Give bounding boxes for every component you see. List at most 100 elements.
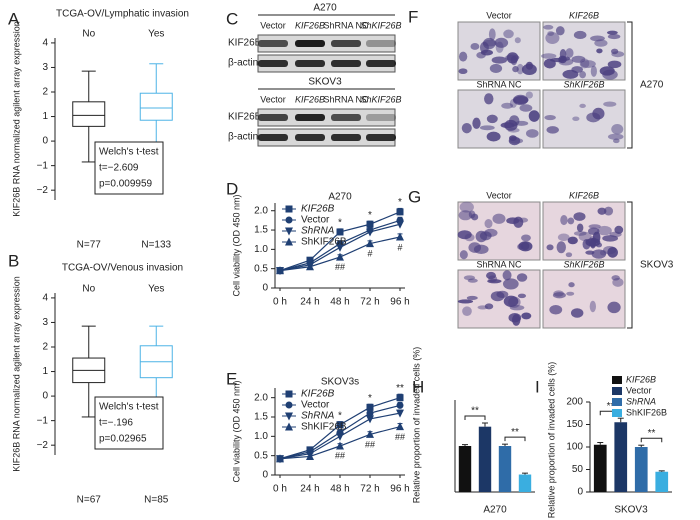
cell [570,308,584,318]
y-tick-label: 1 [42,111,48,122]
cell [571,55,586,63]
cell [482,37,496,50]
bar [634,447,648,492]
legend-swatch [612,387,622,395]
cell [562,69,579,79]
row-label: KIF26B [228,38,262,49]
y-axis-label: Cell viability (OD 450 nm) [231,194,241,296]
y-axis-label: Relative proportion of invaded cells (%) [411,347,421,504]
marker [366,429,374,438]
cell [508,136,521,146]
cell [486,114,498,124]
bar [593,444,607,492]
cell [568,282,575,288]
legend-label: ShKIF26B [301,422,347,433]
bar [458,446,472,492]
y-tick-label: −2 [37,440,49,451]
cell [521,241,530,251]
cell [512,66,519,73]
annotation-box [94,141,164,195]
n-label: N=85 [144,495,169,506]
lane-label: KIF26B [295,94,325,104]
box [139,92,173,121]
marker [396,401,404,409]
x-tick-label: 24 h [300,484,319,495]
cell [607,247,618,258]
marker [336,421,344,429]
marker [396,409,404,418]
significance-label: ** [607,401,615,412]
cell [506,52,519,64]
y-tick-label: 3 [42,317,48,328]
micrograph [542,89,626,149]
cell [466,295,478,301]
chart-title: SKOV3s [321,377,359,388]
significance-bracket [464,415,486,420]
lane-label: Vector [260,94,286,104]
cell [525,129,539,138]
cell [579,103,586,109]
legend-label: ShKIF26B [626,407,667,417]
y-tick-label: 200 [566,397,583,408]
panel-label: H [412,377,424,396]
y-axis-label: Relative proportion of invaded cells (%) [546,362,556,519]
cell [484,93,494,105]
band [295,134,325,141]
cell [462,306,472,316]
y-tick-label: 1.0 [254,244,268,255]
panel-label: D [226,179,238,198]
cell [599,250,607,256]
marker [336,252,344,261]
marker [276,454,284,463]
significance-above: * [338,218,342,229]
cell [491,56,508,64]
cell [603,101,617,107]
cell [614,225,624,234]
cell [461,122,472,134]
annotation-text: p=0.02965 [99,434,147,445]
cell [502,270,512,281]
band [366,114,396,121]
n-label: N=67 [77,495,102,506]
y-tick-label: −1 [37,415,49,426]
cell [607,133,624,140]
condition-label: ShRNA NC [476,79,522,89]
y-tick-label: 4 [42,293,48,304]
cell [544,114,556,121]
legend-label: KIF26B [301,389,335,400]
condition-label: Vector [486,190,512,200]
lane-label: Vector [260,20,286,30]
legend-label: Vector [301,400,330,411]
significance-above: * [338,410,342,421]
cell [558,55,567,64]
cell [545,32,560,44]
cell-line-label: SKOV3 [640,260,674,271]
panel-label: A [8,9,20,28]
cell [582,239,591,250]
marker [336,243,344,252]
cell [470,43,480,50]
cell-line-label: A270 [640,80,664,91]
cell [576,223,584,233]
legend-label: ShKIF26B [301,237,347,248]
cell [540,53,557,59]
band [258,60,288,67]
bracket [627,201,633,329]
band [331,40,361,47]
cell [489,63,503,73]
cell [488,28,496,41]
cell [595,242,603,248]
x-tick-label: 48 h [330,484,349,495]
x-axis-label: A270 [483,505,507,516]
band [366,40,396,47]
cell [457,299,474,304]
significance-label: ** [511,427,519,438]
cell [500,122,515,129]
cell [594,39,608,47]
cell [467,278,478,283]
cell [457,230,472,240]
cell [472,117,481,129]
cell [603,206,614,216]
band [258,134,288,141]
cell [459,201,474,213]
